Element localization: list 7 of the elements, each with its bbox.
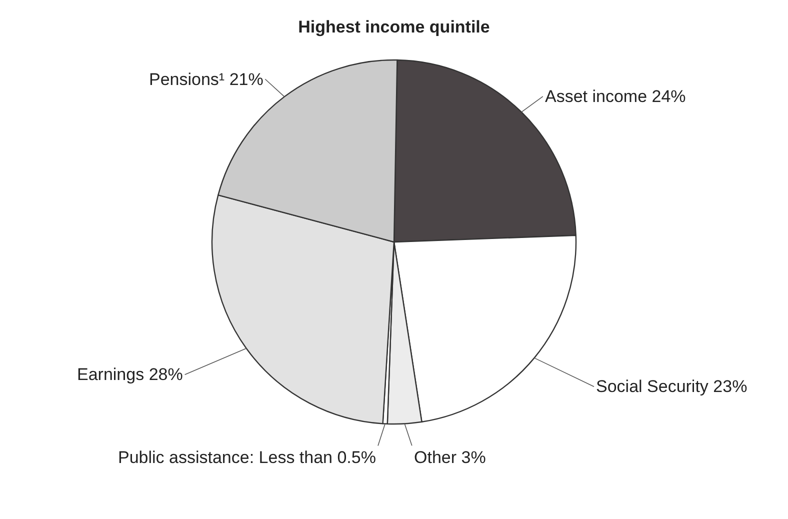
- slice-label: Social Security 23%: [596, 377, 748, 396]
- slice-label: Earnings 28%: [77, 365, 183, 384]
- slice-label: Asset income 24%: [545, 87, 686, 106]
- chart-title: Highest income quintile: [298, 18, 490, 37]
- slice-label: Other 3%: [414, 448, 486, 467]
- slice-label: Public assistance: Less than 0.5%: [118, 448, 376, 467]
- slice-label: Pensions¹ 21%: [149, 70, 264, 89]
